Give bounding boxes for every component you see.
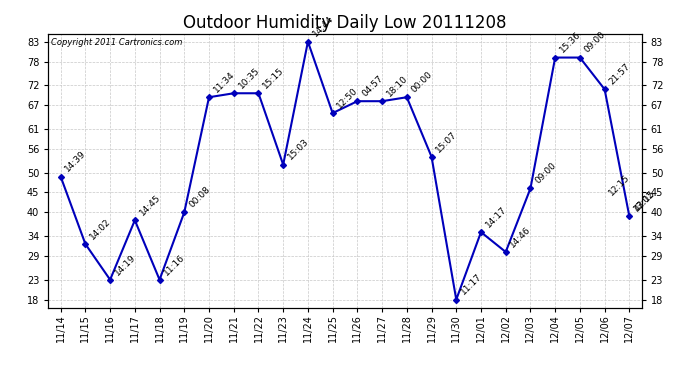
Text: 15:03: 15:03 [286, 137, 310, 162]
Text: 21:57: 21:57 [607, 62, 632, 87]
Text: 14:39: 14:39 [63, 149, 88, 174]
Text: 15:07: 15:07 [434, 129, 459, 154]
Text: 11:17: 11:17 [459, 272, 484, 297]
Text: 09:00: 09:00 [582, 30, 607, 55]
Text: 10:35: 10:35 [237, 66, 262, 90]
Text: 14:46: 14:46 [509, 225, 533, 249]
Text: 00:08: 00:08 [187, 185, 212, 210]
Text: 42:15: 42:15 [632, 189, 657, 213]
Text: 14:02: 14:02 [88, 217, 112, 241]
Text: 14:17: 14:17 [484, 205, 509, 230]
Text: 14:45: 14:45 [137, 193, 162, 217]
Title: Outdoor Humidity Daily Low 20111208: Outdoor Humidity Daily Low 20111208 [184, 14, 506, 32]
Text: 04:57: 04:57 [360, 74, 385, 98]
Text: 15:15: 15:15 [262, 66, 286, 90]
Text: 00:00: 00:00 [410, 70, 434, 94]
Text: 12:50: 12:50 [335, 86, 360, 110]
Text: 14:19: 14:19 [113, 252, 137, 277]
Text: 15:36: 15:36 [558, 30, 582, 55]
Text: 12:15: 12:15 [607, 173, 632, 198]
Text: 14:44: 14:44 [310, 15, 335, 39]
Text: 13:02: 13:02 [632, 189, 657, 213]
Text: 11:34: 11:34 [212, 70, 237, 94]
Text: 18:10: 18:10 [385, 74, 410, 98]
Text: 09:00: 09:00 [533, 161, 558, 186]
Text: 11:16: 11:16 [162, 252, 187, 277]
Text: Copyright 2011 Cartronics.com: Copyright 2011 Cartronics.com [51, 38, 183, 47]
